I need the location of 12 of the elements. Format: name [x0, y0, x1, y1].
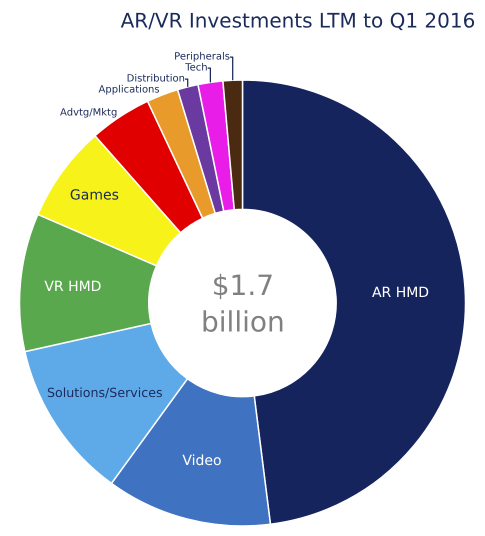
slice-label: Games — [70, 187, 119, 204]
slice-label: Advtg/Mktg — [60, 107, 118, 118]
slice-label: Solutions/Services — [47, 385, 163, 400]
slice-label: Peripherals — [174, 52, 230, 63]
slice-label: Tech — [184, 62, 208, 74]
slice-label: VR HMD — [44, 278, 102, 295]
chart-title: AR/VR Investments LTM to Q1 2016 — [120, 8, 476, 32]
slice-label: Distribution — [126, 74, 185, 85]
text: $1.7 billion — [201, 269, 285, 338]
slice-label: Video — [182, 452, 222, 469]
slice-label: Applications — [98, 84, 160, 96]
slice-label: AR HMD — [372, 285, 430, 302]
